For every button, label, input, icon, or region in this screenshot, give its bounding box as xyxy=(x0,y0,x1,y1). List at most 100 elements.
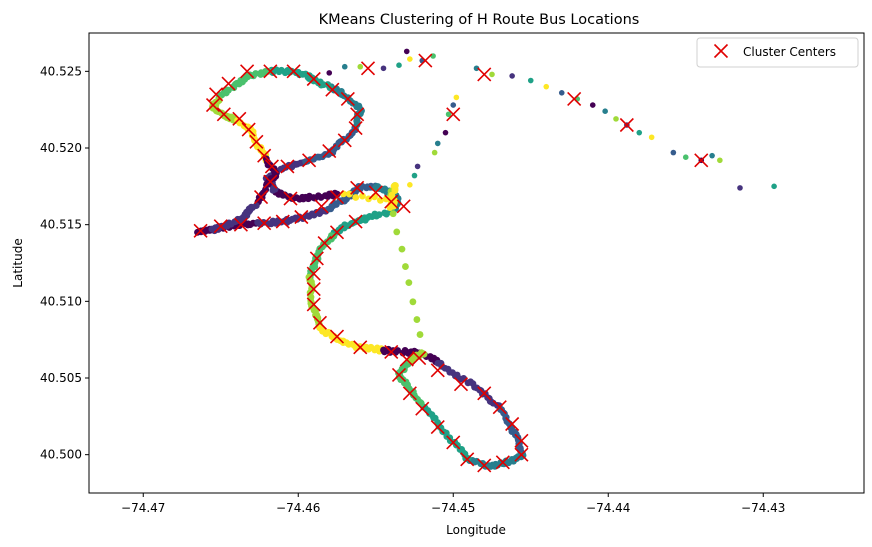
marker-stroke xyxy=(264,159,279,174)
data-point xyxy=(442,129,449,136)
data-point xyxy=(682,154,689,160)
cluster-center-marker xyxy=(221,76,236,91)
cluster-center-marker xyxy=(430,420,445,435)
marker-stroke xyxy=(514,433,529,448)
cluster-center-marker xyxy=(353,340,368,355)
x-axis-ticks: −74.47 −74.46 −74.45 −74.44 −74.43 xyxy=(121,493,785,515)
data-point xyxy=(405,279,413,287)
marker-stroke xyxy=(495,455,510,470)
cluster-center-marker xyxy=(240,64,255,79)
cluster-center-marker xyxy=(263,64,278,79)
cluster-center-marker xyxy=(340,91,355,106)
cluster-center-marker xyxy=(396,199,411,214)
cluster-center-marker xyxy=(350,180,365,195)
plot-frame xyxy=(88,32,865,494)
cluster-center-marker xyxy=(619,117,634,133)
marker-stroke xyxy=(209,87,224,102)
marker-stroke xyxy=(415,401,430,416)
cluster-center-marker xyxy=(325,82,340,97)
x-axis-label: Longitude xyxy=(446,523,506,537)
data-point xyxy=(473,65,480,72)
cluster-center-marker xyxy=(492,400,507,415)
marker-stroke xyxy=(314,199,329,214)
cluster-center-marker xyxy=(241,122,256,137)
marker-stroke xyxy=(396,199,411,214)
marker-stroke xyxy=(477,458,492,473)
x-tick-label: −74.44 xyxy=(586,501,630,515)
marker-stroke xyxy=(384,194,399,209)
cluster-center-marker xyxy=(309,251,324,266)
cluster-center-marker xyxy=(694,153,709,168)
data-point xyxy=(229,83,237,91)
cluster-center-marker xyxy=(329,190,345,205)
marker-stroke xyxy=(253,190,269,205)
data-point xyxy=(208,225,216,233)
cluster-center-marker xyxy=(415,401,430,416)
legend: Cluster Centers xyxy=(696,37,859,68)
x-tick-label: −74.47 xyxy=(121,501,165,515)
marker-stroke xyxy=(350,180,365,195)
cluster-center-marker xyxy=(477,386,492,401)
cluster-center-marker xyxy=(257,148,272,163)
marker-stroke xyxy=(567,91,582,106)
data-point xyxy=(589,102,596,108)
cluster-centers-layer xyxy=(193,53,709,473)
cluster-center-marker xyxy=(477,458,492,473)
data-point xyxy=(416,331,424,338)
legend-cluster-centers-label: Cluster Centers xyxy=(743,45,836,59)
marker-stroke xyxy=(348,214,363,229)
data-point xyxy=(396,62,402,68)
cluster-center-marker xyxy=(368,185,383,200)
cluster-center-marker xyxy=(213,219,228,234)
cluster-center-marker xyxy=(412,351,427,366)
y-tick-label: 40.525 xyxy=(40,64,82,78)
marker-stroke xyxy=(263,64,278,79)
marker-stroke xyxy=(430,420,445,435)
cluster-center-marker xyxy=(322,144,337,159)
marker-stroke xyxy=(306,297,321,312)
data-point xyxy=(489,71,495,78)
data-point xyxy=(434,140,441,147)
marker-stroke xyxy=(329,190,345,205)
data-point xyxy=(527,77,534,84)
marker-stroke xyxy=(249,134,264,149)
cluster-center-marker xyxy=(337,133,352,148)
y-tick-label: 40.505 xyxy=(40,371,82,385)
data-point xyxy=(509,73,515,79)
marker-stroke xyxy=(233,217,248,232)
x-tick-label: −74.45 xyxy=(431,501,475,515)
marker-stroke xyxy=(453,377,469,392)
marker-stroke xyxy=(446,435,461,450)
data-point xyxy=(636,129,643,136)
marker-stroke xyxy=(348,121,363,136)
cluster-center-marker xyxy=(384,344,399,359)
data-point xyxy=(326,70,333,76)
cluster-center-marker xyxy=(329,329,345,344)
cluster-center-marker xyxy=(446,435,461,450)
data-point xyxy=(737,185,743,191)
marker-stroke xyxy=(306,71,321,87)
data-point xyxy=(346,190,353,198)
y-axis-ticks: 40.500 40.505 40.510 40.515 40.520 40.525 xyxy=(40,64,89,462)
marker-stroke xyxy=(329,329,345,344)
marker-stroke xyxy=(322,144,337,159)
cluster-center-marker xyxy=(348,214,363,229)
data-point xyxy=(771,183,777,190)
data-point xyxy=(409,298,417,306)
cluster-center-marker xyxy=(216,107,231,122)
marker-stroke xyxy=(337,133,352,148)
legend-x-marker xyxy=(713,43,729,59)
x-tick-label: −74.46 xyxy=(276,501,320,515)
marker-stroke xyxy=(477,67,492,82)
cluster-center-marker xyxy=(306,266,321,281)
data-point xyxy=(393,228,401,236)
cluster-center-marker xyxy=(495,455,510,470)
cluster-center-marker xyxy=(306,71,321,87)
data-point xyxy=(558,90,565,96)
legend-box xyxy=(696,37,859,68)
marker-stroke xyxy=(460,452,475,467)
cluster-center-marker xyxy=(384,194,399,209)
